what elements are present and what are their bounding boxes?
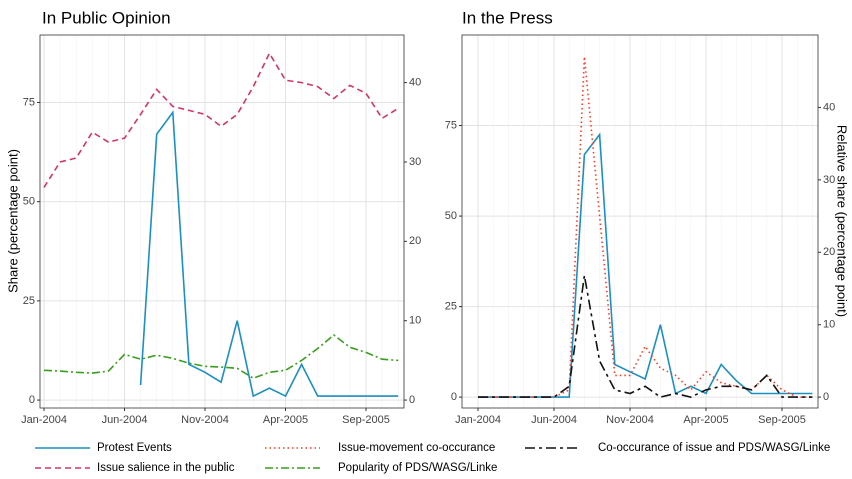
legend-label: Issue-movement co-occurance	[338, 442, 495, 454]
x-tick-label: Sep-2005	[342, 414, 390, 426]
y-tick-label: 25	[23, 295, 35, 307]
chart-title: In the Press	[462, 8, 553, 27]
y-tick-label: 75	[445, 119, 457, 131]
y2-axis-label: Relative share (percentage point)	[835, 125, 850, 317]
y2-tick-label: 20	[823, 246, 835, 258]
chart-title: In Public Opinion	[42, 8, 171, 27]
x-tick-label: Sep-2005	[758, 414, 806, 426]
x-tick-label: Nov-2004	[606, 414, 654, 426]
y-tick-label: 50	[23, 196, 35, 208]
y2-tick-label: 10	[409, 315, 421, 327]
line-series	[139, 110, 399, 398]
x-tick-label: Jan-2004	[455, 414, 501, 426]
legend-label: Popularity of PDS/WASG/Linke	[338, 462, 497, 474]
y2-tick-label: 30	[823, 174, 835, 186]
x-tick-label: Jan-2004	[21, 414, 67, 426]
y-tick-label: 0	[451, 391, 457, 403]
legend-label: Protest Events	[97, 442, 172, 454]
line-series	[478, 132, 813, 398]
y-axis-label: Share (percentage point)	[5, 149, 20, 293]
y-tick-label: 50	[445, 210, 457, 222]
x-tick-label: Jun-2004	[102, 414, 148, 426]
y-tick-label: 0	[29, 394, 35, 406]
x-tick-label: Apr-2005	[263, 414, 308, 426]
x-tick-label: Jun-2004	[531, 414, 577, 426]
legend-label: Issue salience in the public	[97, 462, 235, 474]
y2-tick-label: 20	[409, 235, 421, 247]
y2-tick-label: 10	[823, 319, 835, 331]
y2-tick-label: 40	[823, 101, 835, 113]
y2-tick-label: 40	[409, 77, 421, 89]
plot-border	[461, 34, 819, 409]
y2-tick-label: 0	[823, 391, 829, 403]
y-tick-label: 75	[23, 96, 35, 108]
legend-label: Co-occurance of issue and PDS/WASG/Linke	[598, 442, 830, 454]
x-tick-label: Apr-2005	[683, 414, 728, 426]
line-series	[43, 333, 399, 380]
y2-tick-label: 30	[409, 156, 421, 168]
y2-tick-label: 0	[409, 394, 415, 406]
line-series	[478, 275, 813, 398]
x-tick-label: Nov-2004	[181, 414, 229, 426]
y-tick-label: 25	[445, 301, 457, 313]
plot-border	[39, 34, 405, 409]
